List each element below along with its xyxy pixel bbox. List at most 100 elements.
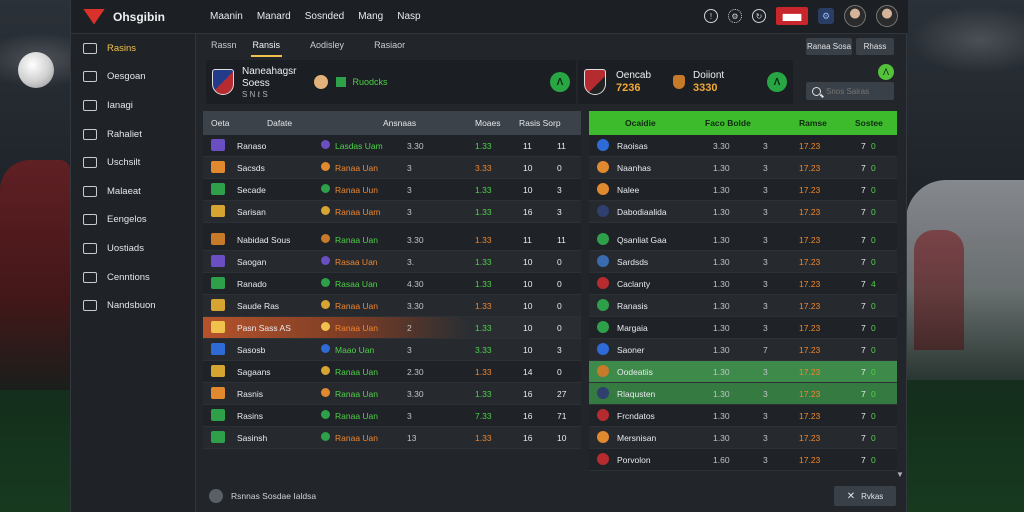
table-row[interactable]: Ranado Rasaa Uan 4.30 1.33 10 0 xyxy=(203,273,581,295)
sidebar-item-0[interactable]: Rasins xyxy=(71,34,195,63)
search-box[interactable] xyxy=(806,82,894,100)
tab-ransis[interactable]: Ransis xyxy=(250,38,283,57)
table-row[interactable]: Secade Ranaa Uun 3 1.33 10 3 xyxy=(203,179,581,201)
table-row[interactable]: Mersnisan 1.30 3 17.23 7 0 xyxy=(589,427,897,449)
table-row[interactable]: Sardsds 1.30 3 17.23 7 0 xyxy=(589,251,897,273)
table-row[interactable]: Sasosb Maao Uan 3 3.33 10 3 xyxy=(203,339,581,361)
sidebar-item-4[interactable]: Uschsilt xyxy=(71,148,195,177)
table-row[interactable]: Oodeatiis 1.30 3 17.23 7 0 xyxy=(589,361,897,383)
toggle-button-1[interactable]: Ranaa Sosa xyxy=(806,38,852,55)
col-header[interactable]: Ansnaas xyxy=(383,118,417,128)
table-row[interactable]: Naanhas 1.30 3 17.23 7 0 xyxy=(589,157,897,179)
match-card-2[interactable]: Oencab 7236 Doiiont 3330 Λ xyxy=(578,60,793,104)
sidebar-item-3[interactable]: Rahaliet xyxy=(71,120,195,149)
value-b: 1.33 xyxy=(475,388,492,399)
col-header[interactable]: Moaes xyxy=(475,118,501,128)
expand-icon[interactable]: Λ xyxy=(878,64,894,80)
table-row[interactable]: Sacsds Ranaa Uan 3 3.33 10 0 xyxy=(203,157,581,179)
team-name: Rlaqusten xyxy=(617,388,656,399)
value-d: 7 xyxy=(861,300,866,311)
table-row[interactable]: Pasn Sass AS Ranaa Uan 2 1.33 10 0 xyxy=(203,317,581,339)
avatar-secondary[interactable] xyxy=(876,5,898,27)
team-badge-icon xyxy=(211,232,225,245)
col-header[interactable]: Ocaidie xyxy=(625,118,656,128)
refresh-icon[interactable]: ↻ xyxy=(752,9,766,23)
team-name: Qsanliat Gaa xyxy=(617,234,667,245)
value-c: 17.23 xyxy=(799,140,821,151)
sidebar-item-6[interactable]: Eengelos xyxy=(71,206,195,235)
scroll-down-icon[interactable]: ▼ xyxy=(896,470,904,479)
top-nav-item[interactable]: Mang xyxy=(358,11,384,22)
table-row[interactable]: Raoisas 3.30 3 17.23 7 0 xyxy=(589,135,897,157)
table-row[interactable]: Sarisan Ranaa Uam 3 1.33 16 3 xyxy=(203,201,581,223)
sidebar-item-1[interactable]: Oesgoan xyxy=(71,63,195,92)
close-icon: ✕ xyxy=(846,490,856,502)
toggle-button-2[interactable]: Rhass xyxy=(856,38,894,55)
col-header[interactable]: Dafate xyxy=(267,118,293,128)
sidebar-item-7[interactable]: Uostiads xyxy=(71,234,195,263)
info-icon[interactable]: ! xyxy=(704,9,718,23)
table-row[interactable]: Dabodiaalida 1.30 3 17.23 7 0 xyxy=(589,201,897,223)
team-crest-icon xyxy=(597,160,609,173)
table-row[interactable]: Sasinsh Ranaa Uan 13 1.33 16 10 xyxy=(203,427,581,449)
value-e: 0 xyxy=(871,344,876,355)
value-d: 0 xyxy=(557,256,562,267)
col-header[interactable]: Sostee xyxy=(855,118,883,128)
sidebar-item-2[interactable]: Ianagi xyxy=(71,91,195,120)
up-arrow-icon[interactable]: Λ xyxy=(767,72,787,92)
footer-text: Rsnnas Sosdae Ialdsa xyxy=(231,491,317,501)
top-nav-item[interactable]: Manard xyxy=(256,11,291,22)
tab-rasiaor[interactable]: Rasiaor xyxy=(374,40,406,50)
player-avatar-icon xyxy=(209,489,223,503)
top-nav-item[interactable]: Sosnded xyxy=(304,11,345,22)
table-row[interactable]: Rasnis Ranaa Uan 3.30 1.33 16 27 xyxy=(203,383,581,405)
right-table: Ocaidie Faco Bolde Ramse Sostee Raoisas 3… xyxy=(589,111,897,471)
table-row[interactable]: Ranaso Lasdas Uam 3.30 1.33 11 11 xyxy=(203,135,581,157)
table-row[interactable]: Ranasis 1.30 3 17.23 7 0 xyxy=(589,295,897,317)
sidebar-item-9[interactable]: Nandsbuon xyxy=(71,291,195,320)
table-row[interactable]: Rasins Ranaa Uan 3 7.33 16 71 xyxy=(203,405,581,427)
col-header[interactable]: Faco Bolde xyxy=(705,118,751,128)
col-header[interactable]: Rasis Sorp xyxy=(519,118,561,128)
sidebar-item-5[interactable]: Malaeat xyxy=(71,177,195,206)
value-c: 17.23 xyxy=(799,410,821,421)
col-header[interactable]: Ramse xyxy=(799,118,827,128)
player-icon xyxy=(673,75,686,89)
value-b: 1.33 xyxy=(475,184,492,195)
table-row[interactable]: Caclanty 1.30 3 17.23 7 4 xyxy=(589,273,897,295)
app-logo[interactable]: Ohsgibin xyxy=(71,8,196,25)
table-row[interactable]: Nalee 1.30 3 17.23 7 0 xyxy=(589,179,897,201)
match-card-1[interactable]: Naneahagsr Soess S N ℓ S Ruodcks Λ xyxy=(206,60,576,104)
table-row[interactable]: Saoner 1.30 7 17.23 7 0 xyxy=(589,339,897,361)
star-icon xyxy=(83,300,97,312)
top-nav-item[interactable]: Maanin xyxy=(210,11,243,22)
sidebar-item-label: Uostiads xyxy=(107,242,144,254)
avatar[interactable] xyxy=(844,5,866,27)
tab-aodisley[interactable]: Aodisley xyxy=(310,40,345,50)
table-row[interactable]: Qsanliat Gaa 1.30 3 17.23 7 0 xyxy=(589,229,897,251)
table-row[interactable]: Margaia 1.30 3 17.23 7 0 xyxy=(589,317,897,339)
search-input[interactable] xyxy=(826,86,890,96)
up-arrow-icon[interactable]: Λ xyxy=(550,72,570,92)
live-badge[interactable]: ▆▆▆ xyxy=(776,7,808,25)
close-button[interactable]: ✕ Rvkas xyxy=(834,486,896,506)
sidebar-item-8[interactable]: Cenntions xyxy=(71,263,195,292)
table-row[interactable]: Saogan Rasaa Uan 3. 1.33 10 0 xyxy=(203,251,581,273)
tab-rassn[interactable]: Rassn xyxy=(211,40,237,50)
table-row[interactable]: Saude Ras Ranaa Uan 3.30 1.33 10 0 xyxy=(203,295,581,317)
settings-icon[interactable]: ⚙ xyxy=(818,8,834,24)
table-row[interactable]: Nabidad Sous Ranaa Uan 3.30 1.33 11 11 xyxy=(203,229,581,251)
left-table-header: Oeta Dafate Ansnaas Moaes Rasis Sorp xyxy=(203,111,581,135)
table-row[interactable]: Rlaqusten 1.30 3 17.23 7 0 xyxy=(589,383,897,405)
team-name: Mersnisan xyxy=(617,432,657,443)
player-name: Ranaa Uun xyxy=(335,184,379,195)
grid-icon xyxy=(83,42,97,54)
col-header[interactable]: Oeta xyxy=(211,118,230,128)
table-row[interactable]: Frcndatos 1.30 3 17.23 7 0 xyxy=(589,405,897,427)
gear-icon[interactable]: ⚙ xyxy=(728,9,742,23)
table-row[interactable]: Porvolon 1.60 3 17.23 7 0 xyxy=(589,449,897,471)
player-name: Rasaa Uan xyxy=(335,256,378,267)
team-crest-icon xyxy=(212,69,234,95)
table-row[interactable]: Sagaans Ranaa Uan 2.30 1.33 14 0 xyxy=(203,361,581,383)
top-nav-item[interactable]: Nasp xyxy=(397,11,421,22)
